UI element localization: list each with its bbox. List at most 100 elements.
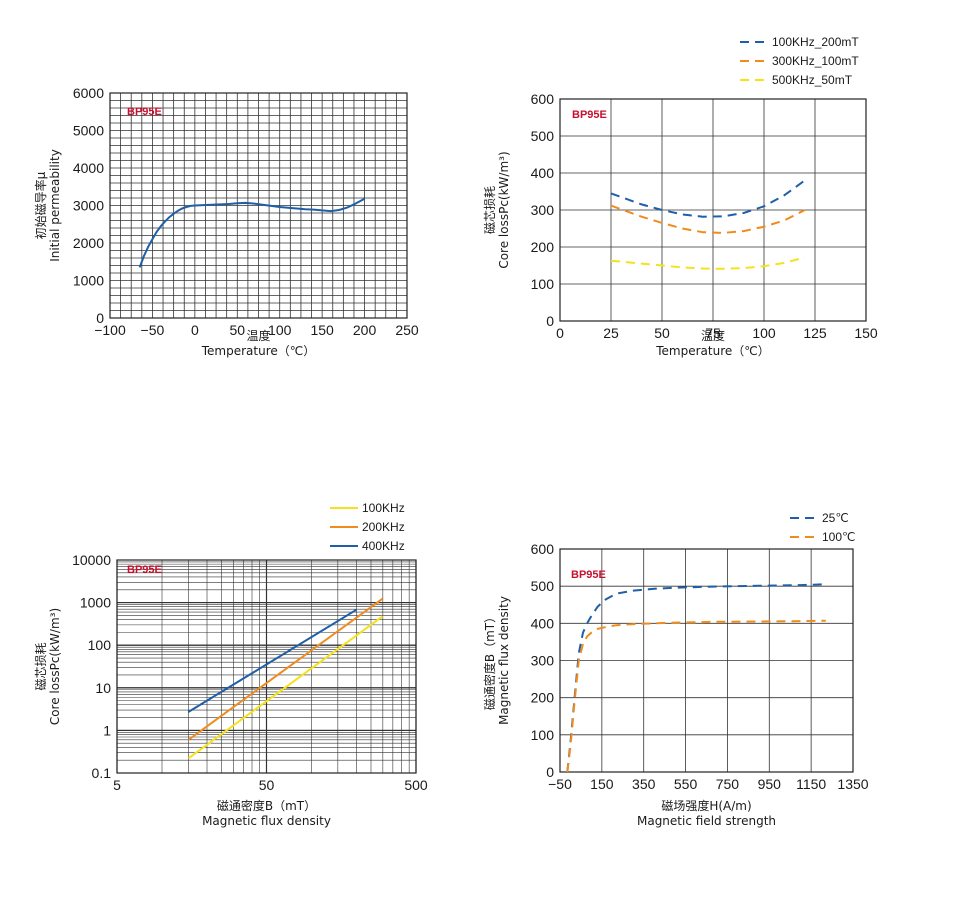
y-axis-label-cn: 初始磁导率μ bbox=[33, 171, 48, 239]
grid-loss_flux bbox=[116, 559, 417, 774]
legend-label: 400KHz bbox=[362, 539, 405, 553]
y-axis-label-cn: 磁芯损耗 bbox=[33, 642, 48, 690]
y-tick-label: 0 bbox=[96, 310, 104, 326]
y-tick-label: 600 bbox=[531, 541, 555, 557]
x-tick-label: 50 bbox=[259, 777, 275, 793]
brand-label: BP95E bbox=[127, 106, 162, 118]
legend-label: 300KHz_100mT bbox=[772, 54, 859, 68]
series-line-25℃ bbox=[566, 583, 826, 773]
x-tick-label: 0 bbox=[556, 325, 564, 341]
y-tick-label: 0 bbox=[546, 313, 554, 329]
legend-label: 100℃ bbox=[822, 530, 856, 544]
x-axis-label-cn: 磁通密度B（mT） bbox=[217, 798, 316, 813]
plot-frame bbox=[116, 559, 417, 774]
y-tick-label: 1000 bbox=[80, 595, 111, 611]
y-tick-label: 400 bbox=[531, 165, 555, 181]
x-tick-label: 750 bbox=[716, 776, 740, 792]
x-tick-label: 25 bbox=[603, 325, 619, 341]
x-tick-label: 50 bbox=[229, 322, 245, 338]
y-tick-label: 0.1 bbox=[92, 765, 112, 781]
series-line-200KHz bbox=[187, 597, 384, 741]
x-tick-label: 0 bbox=[191, 322, 199, 338]
y-axis-label: Magnetic flux density bbox=[497, 596, 511, 725]
legend-bh: 25℃ 100℃ bbox=[790, 511, 856, 544]
x-tick-label: 200 bbox=[353, 322, 377, 338]
x-tick-label: 150 bbox=[310, 322, 334, 338]
x-tick-label: 500 bbox=[404, 777, 428, 793]
x-tick-label: 1350 bbox=[837, 776, 868, 792]
legend-label: 200KHz bbox=[362, 520, 405, 534]
x-tick-label: 125 bbox=[803, 325, 827, 341]
brand-label: BP95E bbox=[571, 569, 606, 581]
brand-label: BP95E bbox=[572, 109, 607, 121]
y-tick-label: 0 bbox=[546, 764, 554, 780]
series-line-100℃ bbox=[566, 619, 826, 773]
x-tick-label: −50 bbox=[141, 322, 165, 338]
y-tick-label: 2000 bbox=[73, 235, 104, 251]
chart-loss_flux: 5 50 500 0.1 1 10 100 1000 10000 磁通密度B（mT）Magneti… bbox=[33, 501, 428, 828]
x-tick-label: 150 bbox=[590, 776, 614, 792]
series-line-100KHz_200mT bbox=[610, 179, 806, 218]
y-tick-label: 4000 bbox=[73, 160, 104, 176]
y-tick-label: 500 bbox=[531, 128, 555, 144]
x-axis-label: Magnetic flux density bbox=[202, 814, 331, 828]
x-axis-label-cn: 温度 bbox=[246, 328, 270, 343]
y-tick-label: 10 bbox=[95, 680, 111, 696]
y-tick-label: 500 bbox=[531, 578, 555, 594]
x-tick-label: −100 bbox=[94, 322, 126, 338]
x-axis-label-cn: 温度 bbox=[701, 328, 725, 343]
y-tick-label: 100 bbox=[531, 727, 555, 743]
y-tick-label: 1 bbox=[103, 722, 111, 738]
x-tick-label: 100 bbox=[268, 322, 292, 338]
x-tick-label: 250 bbox=[395, 322, 419, 338]
y-tick-label: 400 bbox=[531, 615, 555, 631]
series-line-400KHz bbox=[187, 608, 358, 713]
y-axis-label: Initial permeability bbox=[48, 149, 62, 262]
x-tick-label: −50 bbox=[548, 776, 572, 792]
y-tick-label: 600 bbox=[531, 91, 555, 107]
grid-perm bbox=[109, 92, 408, 319]
series-line-perm bbox=[138, 197, 366, 268]
x-tick-label: 5 bbox=[113, 777, 121, 793]
x-tick-label: 150 bbox=[854, 325, 878, 341]
plot-frame bbox=[559, 98, 867, 322]
x-tick-label: 75 bbox=[705, 325, 721, 341]
x-tick-label: 1150 bbox=[796, 776, 826, 792]
y-axis-label: Core lossPc(kW/m³) bbox=[497, 151, 511, 268]
x-tick-label: 950 bbox=[758, 776, 782, 792]
legend-label: 25℃ bbox=[822, 511, 849, 525]
y-tick-label: 6000 bbox=[73, 85, 104, 101]
series-line-100KHz bbox=[187, 615, 384, 760]
legend-label: 100KHz bbox=[362, 501, 405, 515]
y-tick-label: 300 bbox=[531, 202, 555, 218]
y-axis-label: Core lossPc(kW/m³) bbox=[48, 608, 62, 725]
legend-label: 100KHz_200mT bbox=[772, 35, 859, 49]
y-tick-label: 300 bbox=[531, 653, 555, 669]
x-axis-label: Magnetic field strength bbox=[637, 814, 776, 828]
series-line-500KHz_50mT bbox=[610, 256, 806, 270]
x-tick-label: 550 bbox=[674, 776, 698, 792]
y-tick-label: 3000 bbox=[73, 198, 104, 214]
y-tick-label: 10000 bbox=[72, 552, 111, 568]
y-axis-label-cn: 磁通密度B（mT） bbox=[482, 611, 497, 710]
legend-loss_temp: 100KHz_200mT 300KHz_100mT 500KHz_50mT bbox=[740, 35, 859, 87]
grid-bh bbox=[559, 548, 854, 773]
y-tick-label: 1000 bbox=[73, 273, 104, 289]
chart-perm: −100 −50 0 50 100 150 200 250 0 1000 2000 3000 4000 5… bbox=[33, 85, 419, 358]
x-tick-label: 50 bbox=[654, 325, 670, 341]
y-axis-label-cn: 磁芯损耗 bbox=[482, 186, 497, 234]
y-tick-label: 100 bbox=[531, 276, 555, 292]
y-tick-label: 100 bbox=[88, 637, 112, 653]
y-tick-label: 200 bbox=[531, 690, 555, 706]
x-axis-label-cn: 磁场强度H(A/m) bbox=[661, 798, 751, 813]
brand-label: BP95E bbox=[127, 564, 162, 576]
series-line-300KHz_100mT bbox=[610, 204, 806, 234]
chart-bh: −50 150 350 550 750 950 1150 1350 0 100 200 300 400 5… bbox=[482, 511, 869, 828]
x-tick-label: 100 bbox=[752, 325, 776, 341]
plot-frame bbox=[559, 548, 854, 773]
x-axis-label: Temperature（℃） bbox=[655, 344, 770, 358]
y-tick-label: 5000 bbox=[73, 123, 104, 139]
y-tick-label: 200 bbox=[531, 239, 555, 255]
plot-frame bbox=[109, 92, 408, 319]
